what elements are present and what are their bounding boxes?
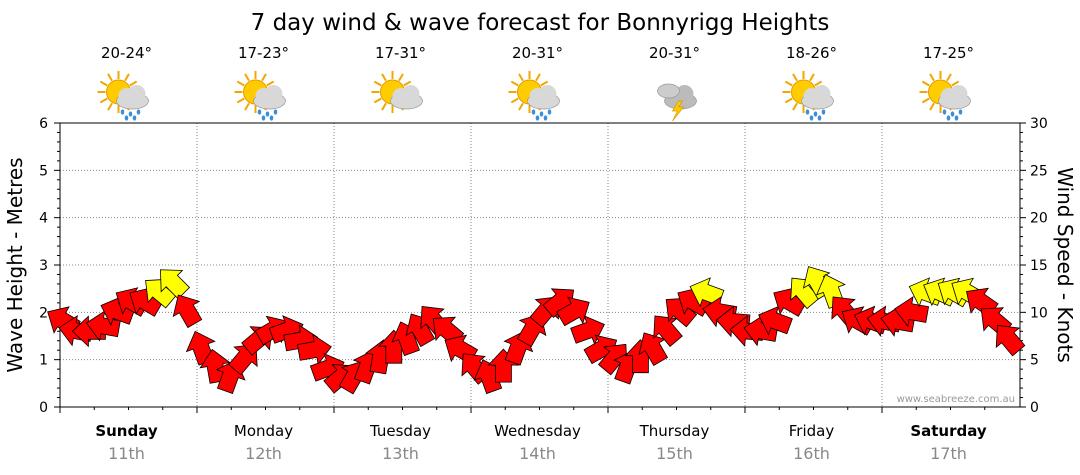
x-date-label: 11th (108, 444, 145, 463)
day-temp-range: 20-24° (101, 44, 152, 62)
x-day-label: Saturday (910, 422, 987, 440)
wind-arrow (85, 310, 121, 342)
partly-cloudy-showers-icon (508, 71, 560, 121)
right-tick-label: 20 (1030, 211, 1048, 227)
plot-area: 0 1 2 3 4 5 6 0 5 10 15 20 25 30 (39, 116, 1048, 416)
x-date-label: 17th (930, 444, 967, 463)
right-tick-label: 15 (1030, 258, 1048, 274)
day-headers: 20-24° 17-23° 17-31° 20-31° 20-31° 18-26° 17-2… (97, 44, 974, 122)
day-temp-range: 20-31° (512, 44, 563, 62)
left-tick-label: 6 (39, 116, 48, 132)
wind-arrow (653, 315, 683, 347)
x-date-label: 13th (382, 444, 419, 463)
x-day-label: Monday (234, 422, 293, 440)
right-tick-label: 10 (1030, 305, 1048, 321)
left-tick-label: 2 (39, 305, 48, 321)
x-date-label: 16th (793, 444, 830, 463)
left-axis-ticks: 0 1 2 3 4 5 6 (39, 116, 986, 416)
partly-cloudy-icon (371, 71, 423, 113)
right-tick-label: 0 (1030, 400, 1039, 416)
partly-cloudy-showers-icon (782, 71, 834, 121)
left-tick-label: 4 (39, 211, 48, 227)
wind-arrow (556, 296, 590, 327)
left-axis-label: Wave Height - Metres (3, 157, 27, 372)
chart-title: 7 day wind & wave forecast for Bonnyrigg… (251, 10, 830, 36)
wind-arrow (894, 295, 930, 328)
x-day-label: Tuesday (369, 422, 431, 440)
right-tick-label: 5 (1030, 353, 1039, 369)
thunderstorm-icon (657, 83, 697, 122)
x-day-label: Thursday (639, 422, 710, 440)
partly-cloudy-showers-icon (234, 71, 286, 121)
x-date-label: 15th (656, 444, 693, 463)
day-temp-range: 17-23° (238, 44, 289, 62)
wind-arrows (47, 266, 1026, 395)
day-temp-range: 17-25° (923, 44, 974, 62)
left-tick-label: 3 (39, 258, 48, 274)
wind-arrow (743, 314, 779, 347)
left-tick-label: 0 (39, 400, 48, 416)
x-day-label: Friday (789, 422, 835, 440)
wind-arrow (995, 324, 1026, 357)
right-tick-label: 30 (1030, 116, 1048, 132)
x-day-label: Wednesday (494, 422, 581, 440)
right-axis-ticks: 0 5 10 15 20 25 30 (1020, 116, 1048, 416)
x-date-label: 12th (245, 444, 282, 463)
partly-cloudy-showers-icon (97, 71, 149, 121)
wind-arrow (296, 333, 332, 366)
left-tick-label: 5 (39, 163, 48, 179)
wind-arrow (758, 305, 793, 336)
day-temp-range: 20-31° (649, 44, 700, 62)
wind-arrow (638, 332, 669, 367)
left-tick-label: 1 (39, 353, 48, 369)
day-temp-range: 18-26° (786, 44, 837, 62)
partly-cloudy-showers-icon (919, 71, 971, 121)
credit-text: www.seabreeze.com.au (897, 394, 1015, 405)
day-temp-range: 17-31° (375, 44, 426, 62)
wind-arrow (172, 294, 203, 329)
right-tick-label: 25 (1030, 163, 1048, 179)
x-date-label: 14th (519, 444, 556, 463)
right-axis-label: Wind Speed - Knots (1053, 167, 1077, 363)
wind-arrow (160, 269, 191, 300)
x-day-label: Sunday (95, 422, 158, 440)
x-axis-labels: Sunday 11th Monday 12th Tuesday 13th Wednesday… (95, 422, 987, 463)
